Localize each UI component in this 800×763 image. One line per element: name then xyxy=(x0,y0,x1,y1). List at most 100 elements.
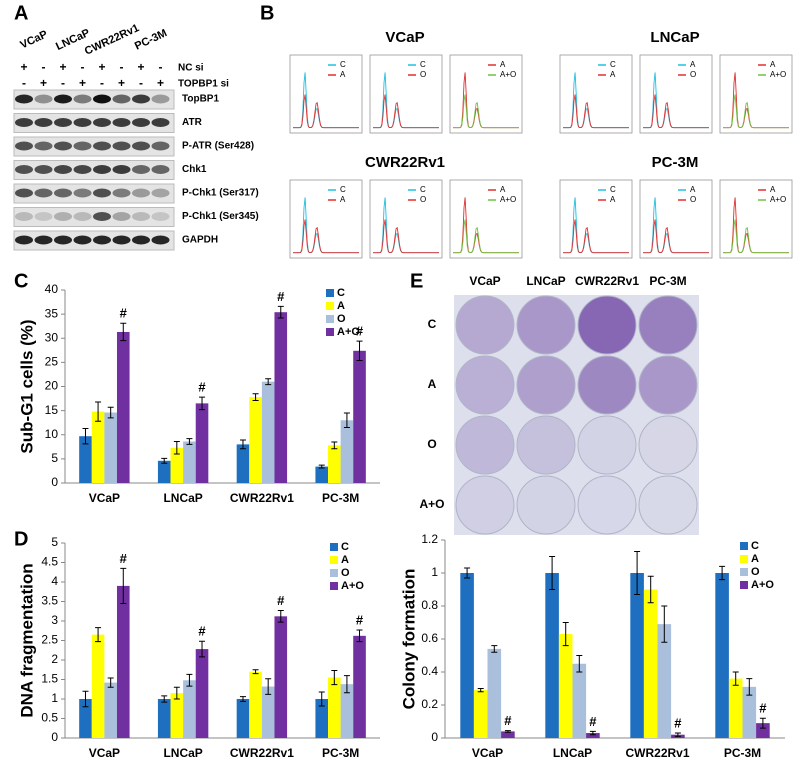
legend-label: O xyxy=(337,313,346,325)
panel-label: C xyxy=(14,270,28,292)
bar xyxy=(340,684,354,738)
y-tick-label: 10 xyxy=(45,427,59,441)
plate-column-label: LNCaP xyxy=(526,274,565,288)
treatment-label: TOPBP1 si xyxy=(178,79,229,90)
error-bar xyxy=(491,645,498,653)
blot-band xyxy=(112,188,131,198)
plate xyxy=(577,295,637,355)
error-bar xyxy=(331,441,338,450)
flow-plot xyxy=(719,54,793,134)
bar xyxy=(249,671,262,738)
flow-plot xyxy=(559,54,633,134)
error-bar xyxy=(661,605,668,643)
bar xyxy=(586,733,600,738)
significance-mark: # xyxy=(198,380,206,395)
flow-legend-label: A xyxy=(610,195,616,204)
flow-legend-label: C xyxy=(420,185,426,194)
flow-group-title: LNCaP xyxy=(650,29,699,46)
bar xyxy=(170,447,184,483)
bar xyxy=(183,680,196,738)
legend-swatch xyxy=(740,568,748,576)
flow-plot xyxy=(559,179,633,259)
y-tick-label: 0.8 xyxy=(421,598,438,612)
x-tick-label: LNCaP xyxy=(163,491,202,505)
y-tick-label: 30 xyxy=(45,330,59,344)
y-tick-label: 4.5 xyxy=(41,555,58,569)
error-bar xyxy=(95,401,102,422)
blot-band xyxy=(34,188,53,198)
flow-curve xyxy=(563,94,629,129)
error-bar xyxy=(173,441,180,455)
panel-label: E xyxy=(410,270,423,292)
legend-label: O xyxy=(751,566,760,578)
bar xyxy=(91,411,105,483)
plate-row-label: A+O xyxy=(419,497,444,511)
error-bar xyxy=(161,457,168,464)
y-tick-label: 5 xyxy=(51,535,58,549)
blot-band xyxy=(15,235,33,245)
legend-swatch xyxy=(740,542,748,550)
significance-mark: # xyxy=(120,551,128,566)
error-bar xyxy=(265,678,272,695)
error-bar xyxy=(239,696,246,702)
blot-band xyxy=(112,141,131,151)
error-bar xyxy=(634,551,641,595)
flow-legend-label: C xyxy=(610,185,616,194)
flow-curve xyxy=(563,219,629,254)
bar xyxy=(195,403,209,483)
blot-band xyxy=(93,118,111,127)
blot-band xyxy=(34,212,53,221)
plate xyxy=(577,415,637,475)
legend-swatch xyxy=(326,315,334,323)
plate-row-label: C xyxy=(428,317,437,331)
plate xyxy=(516,415,576,475)
blot-band xyxy=(54,141,72,151)
y-tick-label: 1 xyxy=(51,691,58,705)
flow-plot xyxy=(639,54,713,134)
error-bar xyxy=(199,396,206,411)
blot-band xyxy=(112,165,131,174)
blot-band xyxy=(132,165,150,174)
plate xyxy=(455,475,515,535)
plate xyxy=(638,475,698,535)
y-tick-label: 0.4 xyxy=(421,664,438,678)
significance-mark: # xyxy=(674,715,682,730)
flow-legend-label: O xyxy=(690,195,696,204)
y-tick-label: 5 xyxy=(51,451,58,465)
error-bar xyxy=(589,730,596,736)
error-bar xyxy=(674,732,681,737)
legend-swatch xyxy=(326,328,334,336)
legend-label: A xyxy=(751,553,759,565)
bar xyxy=(315,466,329,483)
plate xyxy=(455,295,515,355)
bar xyxy=(79,436,92,483)
blot-band xyxy=(151,235,170,245)
error-bar xyxy=(504,730,511,733)
blot-band xyxy=(15,188,33,198)
treatment-label: NC si xyxy=(178,63,204,74)
blot-label: P-Chk1 (Ser345) xyxy=(182,211,259,222)
flow-legend-label: C xyxy=(420,60,426,69)
error-bar xyxy=(343,675,350,694)
legend-label: C xyxy=(337,287,345,299)
plate xyxy=(516,355,576,415)
blot-band xyxy=(54,212,72,221)
error-bar xyxy=(576,655,583,673)
blot-band xyxy=(15,141,33,151)
bar xyxy=(157,460,171,483)
legend-swatch xyxy=(740,555,748,563)
blot-band xyxy=(132,212,150,221)
flow-curve xyxy=(293,219,359,254)
error-bar xyxy=(732,671,739,686)
y-tick-label: 3.5 xyxy=(41,594,58,608)
flow-legend-label: A xyxy=(690,185,696,194)
blot-band xyxy=(15,94,33,104)
error-bar xyxy=(199,640,206,658)
plate-row-label: A xyxy=(428,377,437,391)
y-tick-label: 0 xyxy=(51,475,58,489)
plate xyxy=(638,355,698,415)
plate xyxy=(577,355,637,415)
flow-plot xyxy=(289,179,363,259)
blot-band xyxy=(132,188,150,198)
flow-legend-label: O xyxy=(420,195,426,204)
